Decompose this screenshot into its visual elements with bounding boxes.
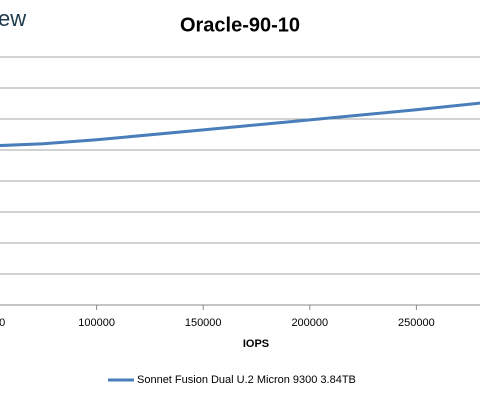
x-tick-label: 150000 <box>185 317 222 329</box>
chart-title: Oracle-90-10 <box>180 14 300 36</box>
legend-label: Sonnet Fusion Dual U.2 Micron 9300 3.84T… <box>137 374 356 386</box>
x-tick-label: 50000 <box>0 317 5 329</box>
x-tick-label: 200000 <box>291 317 328 329</box>
x-axis-label: IOPS <box>243 338 269 350</box>
x-tick-label: 100000 <box>78 317 115 329</box>
data-line <box>0 101 480 148</box>
watermark: ew <box>0 6 26 31</box>
x-tick-label: 250000 <box>398 317 435 329</box>
